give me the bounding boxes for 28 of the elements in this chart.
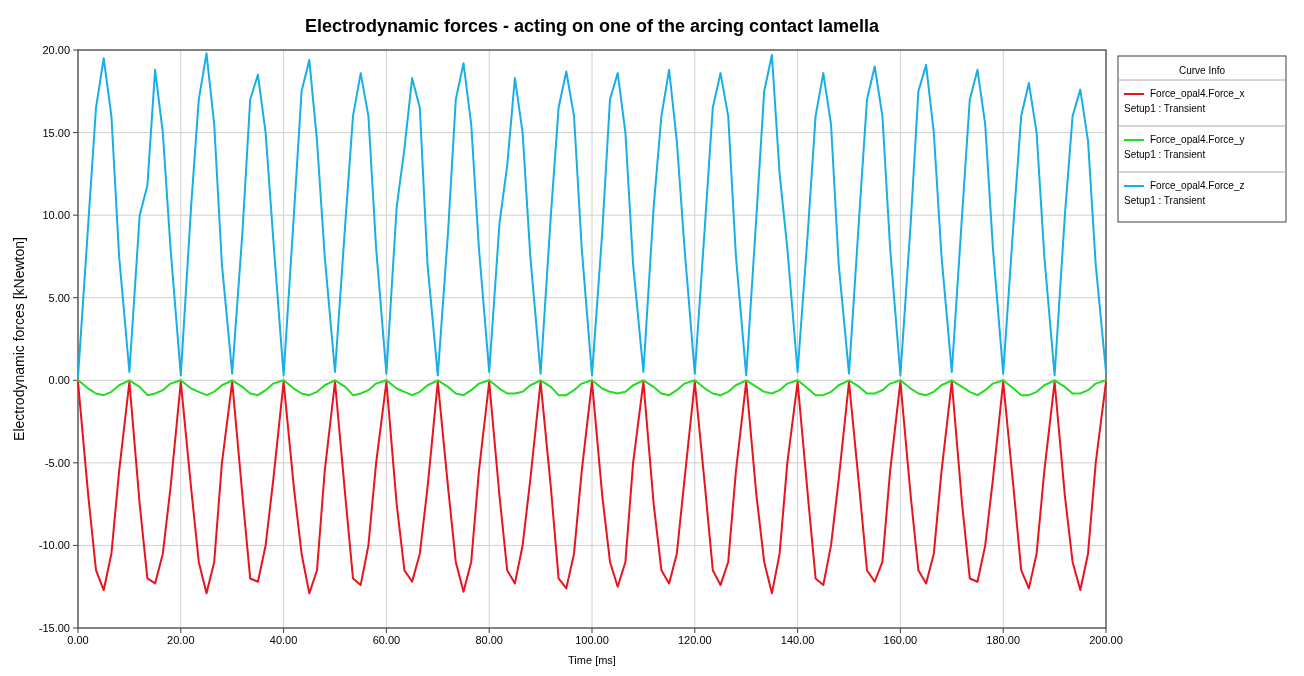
- y-tick-label: -15.00: [38, 622, 70, 634]
- y-tick-label: 20.00: [42, 44, 70, 56]
- x-tick-label: 0.00: [67, 634, 89, 646]
- x-tick-label: 120.00: [677, 634, 712, 646]
- line-series: [77, 380, 1107, 595]
- x-tick-label: 40.00: [269, 634, 298, 646]
- legend-label: Force_opal4.Force_y Setup1 : Transient: [1124, 134, 1245, 160]
- x-tick-label: 140.00: [780, 634, 815, 646]
- line-series: [77, 379, 1107, 397]
- y-tick-label: 0.00: [48, 374, 70, 387]
- x-tick-label: 20.00: [167, 634, 195, 646]
- x-tick-label: 100.00: [575, 634, 609, 646]
- x-tick-label: 180.00: [986, 634, 1021, 646]
- x-axis-title: Time [ms]: [568, 654, 616, 666]
- y-tick-label: 5.00: [48, 291, 70, 304]
- y-tick-label: -10.00: [38, 539, 70, 552]
- x-tick-label: 200.00: [1089, 634, 1123, 646]
- y-axis-title: Electrodynamic forces [kNewton]: [11, 237, 27, 441]
- y-tick-label: 10.00: [42, 209, 70, 222]
- x-tick-label: 60.00: [372, 634, 401, 646]
- legend-title: Curve Info: [1178, 65, 1226, 76]
- y-tick-label: 15.00: [42, 126, 70, 139]
- y-tick-label: -5.00: [44, 456, 70, 469]
- legend-label: Force_opal4.Force_z Setup1 : Transient: [1124, 180, 1245, 206]
- chart-title: Electrodynamic forces - acting on one of the arcing contact lamella: [304, 16, 881, 36]
- x-tick-label: 80.00: [475, 634, 503, 646]
- x-tick-label: 160.00: [883, 634, 918, 646]
- legend-label: Force_opal4.Force_x Setup1 : Transient: [1124, 88, 1245, 114]
